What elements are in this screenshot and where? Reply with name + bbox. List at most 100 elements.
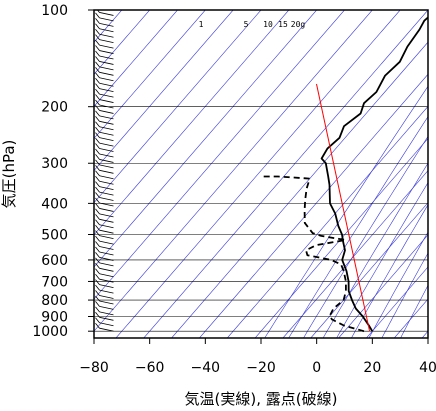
wind-barb-flag [95, 50, 100, 57]
wind-barb-flag [97, 10, 100, 13]
plot-frame [93, 9, 429, 339]
y-tick-label: 500 [41, 228, 68, 244]
y-tick-label: 400 [41, 196, 68, 212]
wind-barb-flag [95, 88, 100, 95]
wind-barb [99, 44, 114, 49]
mixing-ratio-label: 15 [278, 20, 288, 29]
wind-barb [99, 93, 114, 98]
wind-barb-flag [95, 67, 100, 73]
wind-barb [99, 110, 114, 114]
wind-barb-flag [95, 175, 100, 182]
wind-barb-flag [95, 116, 100, 122]
wind-barb [99, 197, 114, 201]
wind-barb-flag [95, 110, 100, 117]
isotherm-line [94, 10, 373, 332]
wind-barb-flag [95, 121, 100, 128]
wind-barb [99, 120, 114, 125]
wind-barb [99, 82, 114, 87]
wind-barb [99, 142, 114, 147]
wind-barb [99, 284, 114, 289]
dewpoint-line [261, 175, 365, 333]
y-axis-title: 気圧(hPa) [0, 140, 18, 209]
wind-barb [99, 218, 114, 223]
wind-barb-flag [95, 12, 100, 19]
wind-barb [99, 126, 114, 131]
x-tick-label: −40 [191, 360, 221, 376]
wind-barb [99, 148, 114, 152]
wind-barb-flag [95, 45, 100, 51]
wind-barb-flag [95, 2, 99, 7]
wind-barb-flag [95, 39, 100, 46]
mixing-ratio-lines [264, 85, 428, 338]
wind-barb [99, 240, 114, 245]
x-axis-title: 気温(実線), 露点(破線) [185, 390, 338, 408]
mixing-ratio-line [322, 162, 428, 338]
wind-barb-flag [95, 56, 100, 62]
wind-barb-flag [95, 301, 100, 307]
y-tick-label: 700 [41, 274, 68, 290]
wind-barb [99, 316, 114, 321]
wind-barb-flag [95, 208, 100, 215]
wind-barb [99, 12, 114, 16]
isotherm-line [94, 10, 317, 268]
wind-barb [99, 246, 114, 250]
wind-barb-flag [95, 295, 100, 302]
mixing-ratio-line [303, 135, 428, 338]
wind-barb-flag [95, 18, 100, 24]
wind-barb-flag [95, 99, 100, 106]
wind-barb-flag [95, 23, 100, 30]
isotherm-grid [94, 10, 428, 338]
wind-barbs [95, 2, 114, 332]
wind-barb-flag [95, 132, 100, 138]
wind-barb-flag [95, 159, 100, 166]
isotherm-line [94, 10, 290, 236]
wind-barb [99, 17, 114, 22]
wind-barb [99, 267, 114, 272]
wind-barb [99, 262, 114, 267]
wind-barb-flag [95, 148, 100, 155]
y-tick-label: 100 [41, 3, 68, 19]
wind-barb-flag [95, 263, 100, 269]
wind-barb [99, 71, 114, 76]
wind-barb [99, 235, 114, 240]
isotherm-line [282, 170, 428, 338]
mixing-ratio-line [264, 85, 428, 338]
wind-barb [99, 88, 114, 93]
wind-barb-flag [95, 170, 100, 177]
y-tick-label: 600 [41, 253, 68, 269]
y-tick-label: 200 [41, 100, 68, 116]
wind-barb [99, 175, 114, 180]
wind-barb-flag [95, 230, 100, 236]
wind-barb [99, 295, 114, 299]
wind-barb [99, 186, 114, 191]
wind-barb-flag [95, 181, 100, 187]
isotherm-line [199, 73, 428, 338]
wind-barb-flag [95, 312, 100, 318]
isotherm-line [227, 105, 428, 338]
isotherm-line [338, 234, 428, 338]
mixing-ratio-line [288, 116, 428, 338]
wind-barb [99, 306, 114, 310]
isotherm-line [94, 10, 150, 75]
wind-barb-flag [95, 279, 100, 285]
x-axis-ticks: −80 −60 −40 −20 0 20 40 [79, 338, 436, 376]
x-tick-label: 20 [363, 360, 381, 376]
y-tick-label: 1000 [32, 324, 68, 340]
wind-barb [99, 66, 114, 71]
wind-barb-flag [95, 246, 100, 253]
wind-barb-flag [95, 284, 100, 291]
wind-barb [99, 99, 114, 103]
wind-barb-flag [95, 72, 100, 79]
wind-barb [99, 164, 114, 169]
wind-barb [99, 180, 114, 185]
wind-barb [99, 273, 114, 278]
wind-barb-flag [95, 137, 100, 144]
isotherm-line [254, 138, 428, 338]
reference-line [316, 83, 371, 332]
wind-barb [99, 208, 114, 212]
wind-barb [99, 278, 114, 283]
wind-barb-flag [95, 241, 100, 247]
wind-barb [99, 213, 114, 218]
isotherm-line [94, 10, 206, 139]
